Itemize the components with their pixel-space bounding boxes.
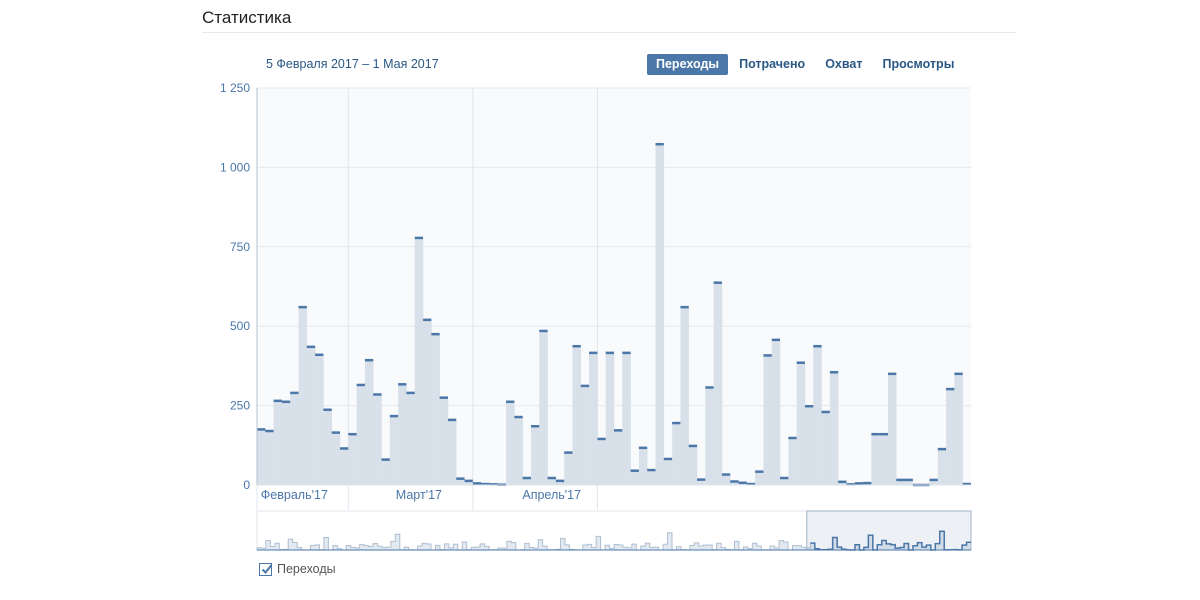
chart-bar[interactable] <box>547 478 557 485</box>
chart-bar[interactable] <box>580 385 590 485</box>
chart-bar[interactable] <box>572 346 582 485</box>
tab-transitions[interactable]: Переходы <box>647 54 729 75</box>
chart-bar[interactable] <box>306 346 316 485</box>
chart-bar[interactable] <box>614 430 623 485</box>
chart-bar[interactable] <box>937 449 947 485</box>
chart-bar[interactable] <box>315 354 324 485</box>
chart-bar[interactable] <box>597 438 606 485</box>
chart-bar[interactable] <box>340 448 349 485</box>
chart-bar[interactable] <box>796 362 806 485</box>
page-title: Статистика <box>202 8 292 27</box>
chart-bar[interactable] <box>879 434 889 485</box>
chart-bar[interactable] <box>348 434 357 485</box>
checkmark-icon <box>261 563 273 574</box>
chart-bar[interactable] <box>447 419 457 485</box>
chart-bar[interactable] <box>356 384 366 485</box>
chart-bar[interactable] <box>530 426 540 485</box>
chart-bar[interactable] <box>381 459 391 485</box>
y-tick-label: 250 <box>230 399 250 413</box>
chart-bar[interactable] <box>697 479 706 485</box>
chart-bar[interactable] <box>564 452 573 485</box>
chart-bar[interactable] <box>929 479 939 485</box>
chart-bar[interactable] <box>431 334 440 485</box>
chart-bar[interactable] <box>439 397 449 485</box>
chart-bar[interactable] <box>713 282 723 485</box>
x-month-label: Апрель'17 <box>522 488 581 502</box>
chart-bar[interactable] <box>456 478 465 485</box>
chart-bar[interactable] <box>871 434 880 485</box>
chart-bar[interactable] <box>771 339 781 485</box>
legend-checkbox[interactable] <box>259 562 273 576</box>
y-tick-label: 1 000 <box>220 160 250 174</box>
tab-views[interactable]: Просмотры <box>882 57 955 71</box>
y-tick-label: 750 <box>230 240 250 254</box>
chart-bar[interactable] <box>829 372 839 485</box>
chart-bar[interactable] <box>522 478 532 485</box>
chart-bar[interactable] <box>589 352 598 485</box>
chart-bar[interactable] <box>398 384 407 485</box>
chart-bar[interactable] <box>389 416 399 485</box>
chart-bar[interactable] <box>655 144 665 485</box>
y-tick-label: 500 <box>230 319 250 333</box>
chart-bar[interactable] <box>730 481 739 485</box>
chart-bar[interactable] <box>281 401 291 485</box>
x-month-label: Март'17 <box>396 488 442 502</box>
chart-bar[interactable] <box>638 447 648 485</box>
chart-bar[interactable] <box>672 423 681 485</box>
tab-reach[interactable]: Охват <box>825 57 863 71</box>
chart-bar[interactable] <box>705 387 714 485</box>
chart-bar[interactable] <box>780 478 789 485</box>
chart-bar[interactable] <box>721 474 731 485</box>
chart-bar[interactable] <box>514 417 523 485</box>
chart-bar[interactable] <box>273 400 283 485</box>
chart-bar[interactable] <box>630 470 640 485</box>
chart-bar[interactable] <box>555 480 565 485</box>
chart-bar[interactable] <box>788 437 797 485</box>
legend-label: Переходы <box>277 562 336 576</box>
chart-bar[interactable] <box>265 431 274 485</box>
title-divider <box>202 32 1016 33</box>
legend-item[interactable]: Переходы <box>259 562 336 576</box>
tab-spent[interactable]: Потрачено <box>739 57 806 71</box>
metric-tabs: Переходы Потрачено Охват Просмотры <box>647 54 965 75</box>
chart-bar[interactable] <box>331 432 341 485</box>
chart-bar[interactable] <box>364 360 374 485</box>
chart-bar[interactable] <box>506 401 515 485</box>
chart-bar[interactable] <box>414 237 424 485</box>
chart-bar[interactable] <box>647 470 656 485</box>
chart-bar[interactable] <box>896 479 905 485</box>
chart-bar[interactable] <box>406 392 416 485</box>
chart-bar[interactable] <box>464 480 474 485</box>
chart-bar[interactable] <box>663 458 673 485</box>
chart-bar[interactable] <box>290 392 299 485</box>
navigator-selected-series <box>810 530 971 551</box>
y-tick-label: 1 250 <box>220 81 250 95</box>
chart-bar[interactable] <box>763 355 773 485</box>
chart-bar[interactable] <box>622 352 631 485</box>
chart-bar[interactable] <box>257 429 266 485</box>
chart-bar[interactable] <box>946 389 955 485</box>
chart-bar[interactable] <box>323 409 333 485</box>
date-range[interactable]: 5 Февраля 2017 – 1 Мая 2017 <box>266 57 439 71</box>
chart-bar[interactable] <box>821 411 831 485</box>
chart-bar[interactable] <box>804 406 814 485</box>
chart-bar[interactable] <box>688 445 698 485</box>
x-month-label: Февраль'17 <box>261 488 328 502</box>
chart-bar[interactable] <box>755 471 764 485</box>
chart-bar[interactable] <box>373 394 382 485</box>
chart-bar[interactable] <box>887 373 897 485</box>
chart-bar[interactable] <box>298 307 308 485</box>
chart-bar[interactable] <box>680 307 690 485</box>
chart-bar[interactable] <box>539 330 548 485</box>
chart-bar[interactable] <box>813 346 822 485</box>
y-tick-label: 0 <box>243 478 250 492</box>
chart-bar[interactable] <box>954 373 963 485</box>
chart-bar[interactable] <box>904 479 914 485</box>
chart-bar[interactable] <box>838 481 847 485</box>
chart-bar[interactable] <box>605 352 615 485</box>
chart-bar[interactable] <box>423 319 432 485</box>
